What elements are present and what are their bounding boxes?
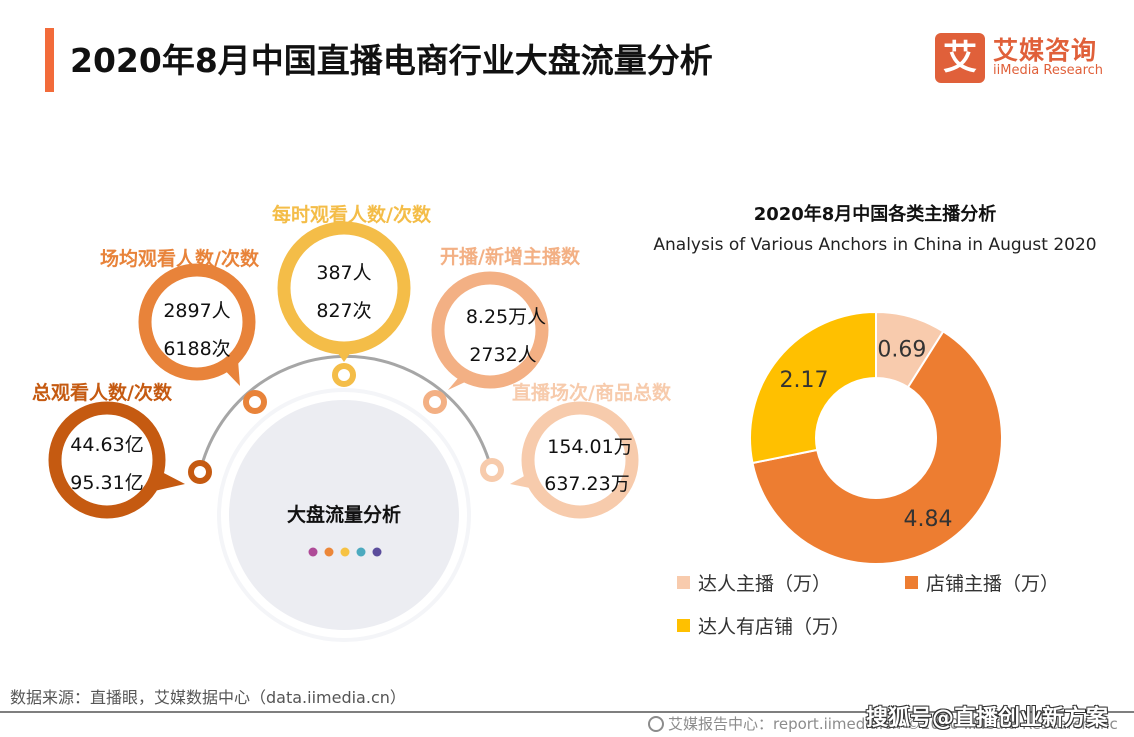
center-label: 大盘流量分析: [286, 504, 402, 526]
chart-title: 2020年8月中国各类主播分析: [753, 204, 997, 225]
arc-node-sessions-goods: [480, 458, 504, 482]
arc-node-avg-views: [243, 390, 267, 414]
bubble-value-hourly-viewers: 387人: [316, 262, 372, 284]
page-title: 2020年8月中国直播电商行业大盘流量分析: [70, 41, 713, 80]
bubble-total-views: [48, 401, 166, 519]
center-dot: [340, 547, 350, 557]
footer-report-center: 艾媒报告中心：report.iimedia.cn ©2020 iiMedia R…: [648, 713, 1118, 734]
donut-data-label: 4.84: [904, 507, 953, 532]
bubble-label-anchors: 开播/新增主播数: [440, 246, 580, 268]
bubble-value-avg-viewers: 2897人: [163, 300, 231, 322]
bubble-value-total-views: 95.31亿: [70, 472, 144, 494]
legend-label: 达人有店铺（万）: [698, 616, 851, 638]
globe-icon: [648, 715, 664, 732]
bubble-value-total-viewers: 44.63亿: [70, 434, 144, 456]
legend-item-talent-with-store: 达人有店铺（万）: [677, 612, 850, 639]
title-accent-bar: [45, 28, 54, 92]
donut-slice-store-anchor: [751, 330, 1003, 565]
legend-swatch: [677, 619, 690, 632]
bubble-value-new-anchors: 2732人: [469, 344, 537, 366]
bubble-avg-views: [138, 263, 256, 381]
bubble-sessions-goods: [521, 401, 639, 519]
bubble-hourly-views: [277, 221, 411, 355]
legend-label: 店铺主播（万）: [926, 573, 1060, 595]
bubble-value-sessions: 154.01万: [547, 436, 633, 458]
logo-name-cn: 艾媒咨询: [993, 36, 1098, 65]
center-outer-ring: [217, 388, 471, 642]
center-dot: [308, 547, 318, 557]
legend-swatch: [677, 576, 690, 589]
bubble-value-goods: 637.23万: [544, 473, 630, 495]
arc-node-hourly-views: [332, 363, 356, 387]
bubble-anchors: [431, 271, 549, 389]
center-dot: [372, 547, 382, 557]
bubble-label-total-views: 总观看人数/次数: [32, 382, 172, 404]
bubble-label-avg-views: 场均观看人数/次数: [100, 248, 259, 270]
chart-subtitle: Analysis of Various Anchors in China in …: [653, 235, 1097, 255]
legend-label: 达人主播（万）: [698, 573, 832, 595]
bubble-value-hourly-views: 827次: [316, 300, 372, 322]
legend-swatch: [905, 576, 918, 589]
legend-item-store-anchor: 店铺主播（万）: [905, 569, 1059, 596]
bubble-label-sessions-goods: 直播场次/商品总数: [512, 382, 671, 404]
center-dot: [324, 547, 334, 557]
watermark: 搜狐号@直播创业新方案: [866, 706, 1109, 731]
bubble-value-active-anchors: 8.25万人: [465, 306, 547, 328]
donut-data-label: 2.17: [780, 368, 829, 393]
donut-data-label: 0.69: [877, 338, 926, 363]
center-circle: [229, 400, 459, 630]
bubble-label-hourly-views: 每时观看人数/次数: [272, 204, 431, 226]
center-dot: [356, 547, 366, 557]
logo-icon: 艾: [935, 33, 985, 83]
logo-name-en: iiMedia Research: [993, 63, 1104, 78]
arc-node-anchors: [423, 390, 447, 414]
data-source: 数据来源：直播眼，艾媒数据中心（data.iimedia.cn）: [10, 688, 406, 707]
arc-node-total-views: [188, 460, 212, 484]
brand-logo: 艾 艾媒咨询 iiMedia Research: [935, 33, 1115, 85]
footer-divider: [0, 711, 1134, 713]
donut-slice-talent-with-store: [749, 310, 877, 465]
legend-item-talent-anchor: 达人主播（万）: [677, 569, 831, 596]
footer-text: 艾媒报告中心：report.iimedia.cn ©2020 iiMedia R…: [668, 715, 1118, 733]
bubble-value-avg-views: 6188次: [163, 338, 231, 360]
